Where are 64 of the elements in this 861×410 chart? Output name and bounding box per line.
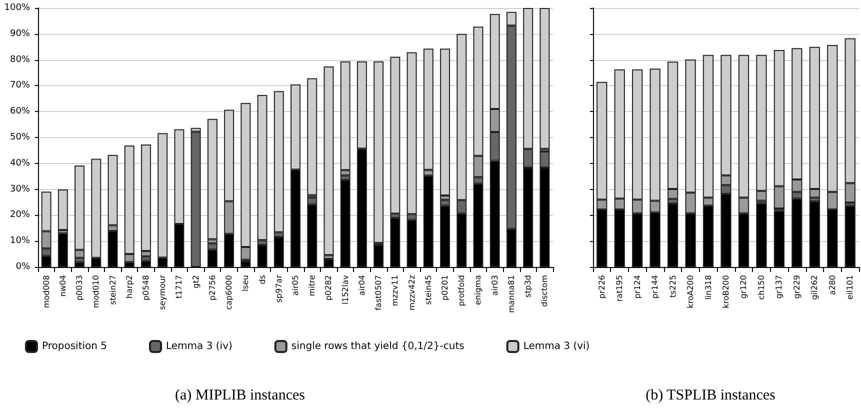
y-tick-label: 100% (4, 3, 30, 13)
y-tick-label: 10% (10, 236, 30, 246)
x-tick-label: rat195 (615, 275, 624, 302)
x-tick-label: stp3d (524, 275, 533, 298)
x-tick-label: p0033 (75, 275, 84, 300)
text: (a) MIPLIB instances (175, 388, 306, 404)
x-tick-label: eil101 (846, 275, 855, 300)
bar (190, 132, 201, 267)
x-tick-label: protfold (457, 275, 466, 306)
y-tick-label: 40% (10, 158, 30, 168)
y-tick-label: 90% (10, 28, 30, 39)
x-tick-label: gt2 (191, 275, 200, 288)
x-tick-label: pr124 (632, 275, 642, 299)
y-tick-label: 80% (10, 54, 30, 65)
y-tick-label: 60% (10, 106, 30, 117)
legend-label: Lemma 3 (iv) (166, 341, 232, 352)
y-tick-label: 50% (10, 132, 30, 142)
x-tick-label: a280 (828, 275, 837, 296)
x-tick-label: manna81 (506, 275, 516, 313)
x-tick-label: sp97ar (274, 274, 284, 303)
x-tick-label: harp2 (124, 275, 134, 298)
x-tick-label: mod010 (92, 275, 101, 308)
x-tick-label: fast0507 (374, 275, 384, 310)
x-tick-label: nw04 (58, 275, 68, 297)
y-tick-label: 0% (16, 262, 30, 272)
x-tick-label: p0201 (440, 275, 450, 300)
x-tick-label: pr226 (597, 275, 606, 299)
x-tick-label: gr229 (792, 275, 802, 299)
x-tick-label: pr144 (650, 275, 660, 299)
x-tick-label: gil262 (810, 275, 820, 300)
x-tick-label: gr137 (774, 275, 784, 299)
x-tick-label: lseu (241, 275, 250, 292)
x-tick-label: mitre (308, 274, 317, 296)
y-tick-label: 30% (10, 184, 30, 194)
x-tick-label: cap6000 (224, 275, 234, 310)
x-tick-label: stein27 (108, 275, 118, 305)
x-tick-label: kroB200 (722, 275, 730, 308)
x-tick-label: mzzv42z (407, 275, 416, 310)
x-tick-label: ts225 (668, 275, 678, 298)
legend-label: Lemma 3 (vi) (523, 341, 590, 352)
x-tick-label: lin318 (704, 275, 713, 300)
x-tick-label: l152lav (340, 274, 350, 304)
x-tick-label: air03 (490, 275, 500, 296)
y-tick-label: 70% (10, 80, 30, 91)
x-tick-label: p0282 (324, 275, 334, 300)
x-tick-label: kroA200 (686, 275, 696, 308)
legend-label: single rows that yield {0,1/2}-cuts (291, 341, 464, 352)
x-tick-label: gr120 (739, 275, 748, 299)
x-tick-label: p0548 (141, 275, 150, 300)
x-tick-label: disctom (540, 274, 550, 307)
x-tick-label: seymour (158, 274, 168, 310)
x-tick-label: ds (258, 275, 267, 284)
text: (b) TSPLIB instances (646, 388, 776, 404)
x-tick-label: air05 (291, 275, 300, 296)
legend-label: Proposition 5 (42, 341, 108, 352)
x-tick-label: mzzv11 (390, 275, 400, 306)
x-tick-label: mod008 (42, 275, 51, 308)
x-tick-label: air04 (357, 275, 366, 296)
x-tick-label: ch150 (756, 275, 766, 300)
x-tick-label: p2756 (208, 275, 217, 300)
x-tick-label: stein45 (424, 275, 433, 305)
y-tick-label: 20% (10, 210, 30, 220)
x-tick-label: enigma (474, 274, 483, 305)
x-tick-label: t1717 (174, 275, 184, 298)
